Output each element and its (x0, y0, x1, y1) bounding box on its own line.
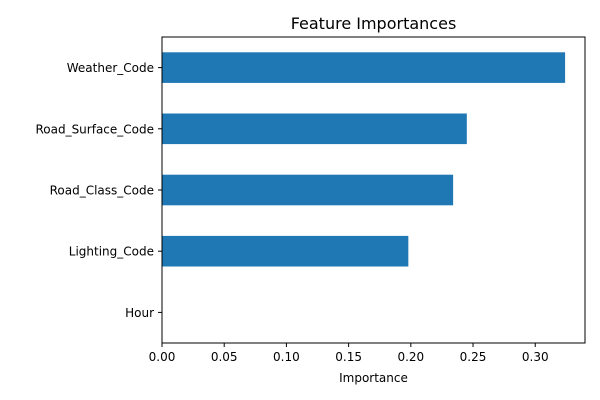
y-axis: Weather_Code Road_Surface_Code Road_Class_… (35, 61, 162, 320)
x-tick-label: 0.10 (273, 350, 300, 364)
y-tick-label: Road_Class_Code (50, 184, 154, 198)
x-tick-label: 0.25 (460, 350, 487, 364)
y-tick-label: Road_Surface_Code (35, 122, 154, 136)
y-tick-label: Weather_Code (67, 61, 154, 75)
x-tick-label: 0.15 (335, 350, 362, 364)
bars-layer (162, 52, 566, 267)
y-tick-label: Lighting_Code (69, 245, 154, 259)
bar-lighting-code (162, 235, 409, 267)
y-tick-label: Hour (125, 306, 154, 320)
chart-title: Feature Importances (291, 14, 457, 33)
x-axis: 0.00 0.05 0.10 0.15 0.20 0.25 0.30 (149, 343, 549, 364)
x-tick-label: 0.20 (397, 350, 424, 364)
bar-weather-code (162, 52, 566, 83)
x-tick-label: 0.05 (211, 350, 238, 364)
x-axis-title: Importance (339, 371, 408, 385)
x-tick-label: 0.00 (149, 350, 176, 364)
bar-road-surface-code (162, 113, 467, 145)
bar-road-class-code (162, 174, 454, 206)
x-tick-label: 0.30 (522, 350, 549, 364)
